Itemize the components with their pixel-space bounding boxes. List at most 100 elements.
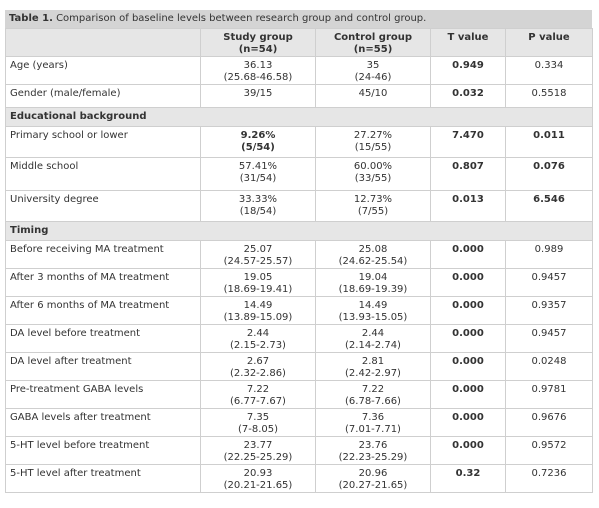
control-cell: 14.49 (13.93-15.05) [315, 296, 431, 325]
control-cell: 2.81 (2.42-2.97) [315, 352, 431, 381]
caption: Table 1. Comparison of baseline levels b… [5, 10, 592, 28]
data-row: Middle school 57.41% (31/54) 60.00% (33/55) 0… [5, 157, 593, 191]
control-text: (24-46) [354, 72, 392, 83]
row-label: After 6 months of MA treatment [5, 296, 201, 325]
t-value: 7.470 [430, 126, 506, 158]
study-cell: 7.35 (7-8.05) [200, 408, 316, 437]
row-label: 5-HT level before treatment [5, 436, 201, 465]
p-value: 0.011 [505, 126, 593, 158]
study-cell: 57.41% (31/54) [200, 157, 316, 191]
control-text: (7.01-7.71) [345, 424, 401, 435]
control-cell: 23.76 (22.23-25.29) [315, 436, 431, 465]
study-cell: 9.26% (5/54) [200, 126, 316, 158]
t-value: 0.000 [430, 352, 506, 381]
control-text: (15/55) [354, 142, 392, 153]
p-value: 0.9676 [505, 408, 593, 437]
study-text: (18/54) [239, 206, 277, 217]
table-body: Study group (n=54) Control group (n=55) T va… [5, 28, 593, 493]
control-text: 35 [366, 60, 380, 71]
row-label: Pre-treatment GABA levels [5, 380, 201, 409]
row-label: Before receiving MA treatment [5, 240, 201, 269]
study-text: 36.13 [243, 60, 273, 71]
study-text: 2.67 [246, 356, 270, 367]
control-text: 2.81 [361, 356, 385, 367]
row-label: DA level before treatment [5, 324, 201, 353]
study-cell: 39/15 [200, 84, 316, 108]
header-cell: T value [430, 28, 506, 57]
study-text: 2.44 [246, 328, 270, 339]
caption-label: Table 1. [9, 13, 53, 24]
control-text: 7.22 [361, 384, 385, 395]
caption-text: Comparison of baseline levels between re… [56, 13, 427, 24]
study-text: 7.35 [246, 412, 270, 423]
control-text: (2.14-2.74) [345, 340, 401, 351]
study-text: (22.25-25.29) [223, 452, 293, 463]
control-text: (6.78-7.66) [345, 396, 401, 407]
control-text: (18.69-19.39) [338, 284, 408, 295]
p-value: 0.334 [505, 56, 593, 85]
data-row: GABA levels after treatment 7.35 (7-8.05) 7… [5, 408, 593, 437]
study-cell: 7.22 (6.77-7.67) [200, 380, 316, 409]
control-text: 27.27% [353, 130, 393, 141]
t-value: 0.807 [430, 157, 506, 191]
t-value: 0.000 [430, 324, 506, 353]
header-text: (n=54) [238, 44, 278, 55]
section-row: Timing [5, 221, 593, 241]
data-row: After 3 months of MA treatment 19.05 (18.6… [5, 268, 593, 297]
p-value: 0.7236 [505, 464, 593, 493]
t-value: 0.949 [430, 56, 506, 85]
row-label: Middle school [5, 157, 201, 191]
p-value: 0.9457 [505, 324, 593, 353]
p-value: 0.0248 [505, 352, 593, 381]
control-text: 12.73% [353, 194, 393, 205]
row-label: After 3 months of MA treatment [5, 268, 201, 297]
control-text: 19.04 [358, 272, 388, 283]
study-text: (20.21-21.65) [223, 480, 293, 491]
study-text: 20.93 [243, 468, 273, 479]
control-text: (2.42-2.97) [345, 368, 401, 379]
section-label: Educational background [5, 107, 593, 127]
data-row: Gender (male/female) 39/15 45/10 0.032 0.551… [5, 84, 593, 108]
row-label: Gender (male/female) [5, 84, 201, 108]
p-value: 0.076 [505, 157, 593, 191]
control-text: 20.96 [358, 468, 388, 479]
control-text: 7.36 [361, 412, 385, 423]
p-value: 0.9572 [505, 436, 593, 465]
header-text: T value [447, 32, 489, 43]
t-value: 0.013 [430, 190, 506, 222]
study-cell: 33.33% (18/54) [200, 190, 316, 222]
data-row: Pre-treatment GABA levels 7.22 (6.77-7.67)… [5, 380, 593, 409]
study-text: 19.05 [243, 272, 273, 283]
t-value: 0.32 [430, 464, 506, 493]
section-row: Educational background [5, 107, 593, 127]
control-cell: 45/10 [315, 84, 431, 108]
t-value: 0.000 [430, 436, 506, 465]
t-value: 0.000 [430, 296, 506, 325]
data-row: DA level before treatment 2.44 (2.15-2.73)… [5, 324, 593, 353]
study-text: 7.22 [246, 384, 270, 395]
t-value: 0.000 [430, 380, 506, 409]
study-text: 39/15 [243, 88, 273, 99]
study-text: (13.89-15.09) [223, 312, 293, 323]
header-cell [5, 28, 201, 57]
data-row: Before receiving MA treatment 25.07 (24.57… [5, 240, 593, 269]
header-cell: Control group (n=55) [315, 28, 431, 57]
study-text: 57.41% [238, 161, 278, 172]
table-container: Table 1. Comparison of baseline levels b… [5, 10, 593, 493]
p-value: 0.9457 [505, 268, 593, 297]
study-text: 25.07 [243, 244, 273, 255]
row-label: GABA levels after treatment [5, 408, 201, 437]
data-row: University degree 33.33% (18/54) 12.73% (7/5… [5, 190, 593, 222]
control-cell: 7.36 (7.01-7.71) [315, 408, 431, 437]
header-cell: P value [505, 28, 593, 57]
section-label: Timing [5, 221, 593, 241]
control-text: 23.76 [358, 440, 388, 451]
control-cell: 7.22 (6.78-7.66) [315, 380, 431, 409]
header-text: P value [528, 32, 570, 43]
t-value: 0.000 [430, 268, 506, 297]
control-text: 60.00% [353, 161, 393, 172]
study-text: (2.15-2.73) [230, 340, 286, 351]
study-cell: 36.13 (25.68-46.58) [200, 56, 316, 85]
p-value: 6.546 [505, 190, 593, 222]
